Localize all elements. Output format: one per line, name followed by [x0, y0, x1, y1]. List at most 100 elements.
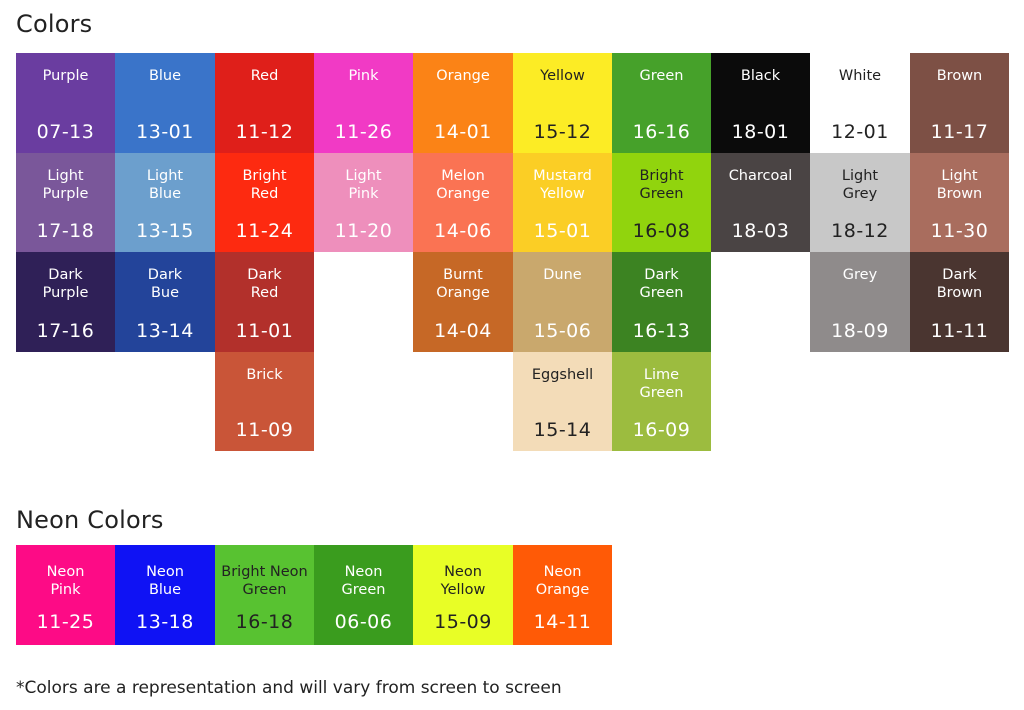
swatch-name: Lime Green — [639, 367, 684, 401]
color-swatch: Dark Purple 17-16 — [16, 252, 115, 352]
swatch-code: 17-16 — [36, 320, 95, 342]
color-swatch: Black 18-01 — [711, 53, 810, 153]
swatch-name: Neon Orange — [535, 564, 590, 598]
swatch-name: Light Blue — [146, 168, 184, 202]
swatch-name: Bright Neon Green — [221, 564, 308, 598]
swatch-name: Black — [740, 68, 781, 84]
swatch-name: Bright Red — [242, 168, 287, 202]
swatch-code: 18-01 — [731, 121, 790, 143]
swatch-code: 16-16 — [632, 121, 691, 143]
color-swatch: Dark Green 16-13 — [612, 252, 711, 352]
swatch-code: 11-25 — [36, 611, 95, 633]
colors-section-title: Colors — [16, 10, 93, 38]
swatch-name: Yellow — [540, 68, 585, 84]
color-swatch: Neon Green 06-06 — [314, 545, 413, 645]
swatch-code: 12-01 — [831, 121, 889, 143]
swatch-code: 15-14 — [533, 419, 592, 441]
color-swatch: Pink 11-26 — [314, 53, 413, 153]
swatch-name: Brown — [936, 68, 983, 84]
color-swatch: Orange 14-01 — [413, 53, 513, 153]
swatch-name: Light Purple — [42, 168, 89, 202]
swatch-name: Mustard Yellow — [533, 168, 592, 202]
color-swatch: Bright Red 11-24 — [215, 153, 314, 252]
swatch-name: Bright Green — [639, 168, 684, 202]
color-swatch: Brick 11-09 — [215, 352, 314, 451]
swatch-code: 13-15 — [136, 220, 194, 242]
swatch-name: Dark Red — [247, 267, 282, 301]
neon-section-title: Neon Colors — [16, 506, 164, 534]
swatch-code: 14-11 — [533, 611, 592, 633]
swatch-code: 16-08 — [632, 220, 691, 242]
swatch-name: White — [838, 68, 882, 84]
color-swatch: Brown 11-17 — [910, 53, 1009, 153]
swatch-code: 11-09 — [235, 419, 294, 441]
swatch-code: 15-09 — [434, 611, 492, 633]
swatch-name: Neon Blue — [146, 564, 184, 598]
disclaimer-footnote: *Colors are a representation and will va… — [16, 678, 562, 698]
color-swatch: Blue 13-01 — [115, 53, 215, 153]
color-swatch: Red 11-12 — [215, 53, 314, 153]
swatch-name: Eggshell — [531, 367, 594, 383]
swatch-code: 11-20 — [334, 220, 393, 242]
color-swatch: Purple 07-13 — [16, 53, 115, 153]
swatch-name: Dark Bue — [147, 267, 183, 301]
color-swatch: Dune 15-06 — [513, 252, 612, 352]
swatch-code: 11-11 — [930, 320, 989, 342]
swatch-name: Orange — [436, 68, 490, 84]
swatch-name: Purple — [42, 68, 89, 84]
swatch-name: Green — [639, 68, 684, 84]
color-swatch: Charcoal 18-03 — [711, 153, 810, 252]
swatch-code: 13-18 — [136, 611, 194, 633]
swatch-code: 11-12 — [235, 121, 294, 143]
color-swatch: Yellow 15-12 — [513, 53, 612, 153]
swatch-code: 18-09 — [831, 320, 889, 342]
color-swatch: Light Grey 18-12 — [810, 153, 910, 252]
swatch-code: 16-13 — [632, 320, 691, 342]
swatch-code: 11-17 — [930, 121, 989, 143]
swatch-name: Dark Purple — [42, 267, 89, 301]
neon-swatch-grid: Neon Pink 11-25 Neon Blue 13-18 Bright Neon … — [16, 545, 612, 645]
swatch-code: 16-09 — [632, 419, 691, 441]
color-swatch: Eggshell 15-14 — [513, 352, 612, 451]
color-swatch: Grey 18-09 — [810, 252, 910, 352]
swatch-code: 11-30 — [930, 220, 989, 242]
color-swatch: Neon Yellow 15-09 — [413, 545, 513, 645]
color-swatch: Melon Orange 14-06 — [413, 153, 513, 252]
color-swatch: Green 16-16 — [612, 53, 711, 153]
swatch-code: 13-01 — [136, 121, 194, 143]
swatch-name: Light Pink — [345, 168, 382, 202]
color-swatch: Lime Green 16-09 — [612, 352, 711, 451]
color-swatch: Mustard Yellow 15-01 — [513, 153, 612, 252]
swatch-name: Red — [250, 68, 279, 84]
swatch-name: Blue — [148, 68, 182, 84]
swatch-name: Neon Green — [341, 564, 386, 598]
swatch-code: 11-24 — [235, 220, 294, 242]
color-swatch: Neon Orange 14-11 — [513, 545, 612, 645]
color-swatch: White 12-01 — [810, 53, 910, 153]
swatch-code: 14-01 — [434, 121, 492, 143]
swatch-name: Grey — [842, 267, 878, 283]
color-swatch: Bright Green 16-08 — [612, 153, 711, 252]
color-swatch: Neon Pink 11-25 — [16, 545, 115, 645]
swatch-code: 06-06 — [334, 611, 393, 633]
color-swatch: Light Purple 17-18 — [16, 153, 115, 252]
swatch-code: 11-26 — [334, 121, 393, 143]
color-swatch: Dark Bue 13-14 — [115, 252, 215, 352]
swatch-code: 07-13 — [36, 121, 95, 143]
swatch-name: Neon Pink — [46, 564, 85, 598]
swatch-name: Burnt Orange — [436, 267, 490, 301]
swatch-code: 15-01 — [533, 220, 592, 242]
color-swatch: Dark Brown 11-11 — [910, 252, 1009, 352]
color-swatch: Light Pink 11-20 — [314, 153, 413, 252]
swatch-name: Melon Orange — [436, 168, 490, 202]
color-swatch: Bright Neon Green 16-18 — [215, 545, 314, 645]
color-swatch: Burnt Orange 14-04 — [413, 252, 513, 352]
swatch-code: 18-03 — [731, 220, 790, 242]
swatch-name: Light Grey — [841, 168, 879, 202]
swatch-name: Charcoal — [728, 168, 793, 184]
swatch-name: Brick — [246, 367, 283, 383]
swatch-code: 16-18 — [235, 611, 294, 633]
swatch-name: Neon Yellow — [440, 564, 486, 598]
color-swatch: Light Brown 11-30 — [910, 153, 1009, 252]
color-swatch: Dark Red 11-01 — [215, 252, 314, 352]
